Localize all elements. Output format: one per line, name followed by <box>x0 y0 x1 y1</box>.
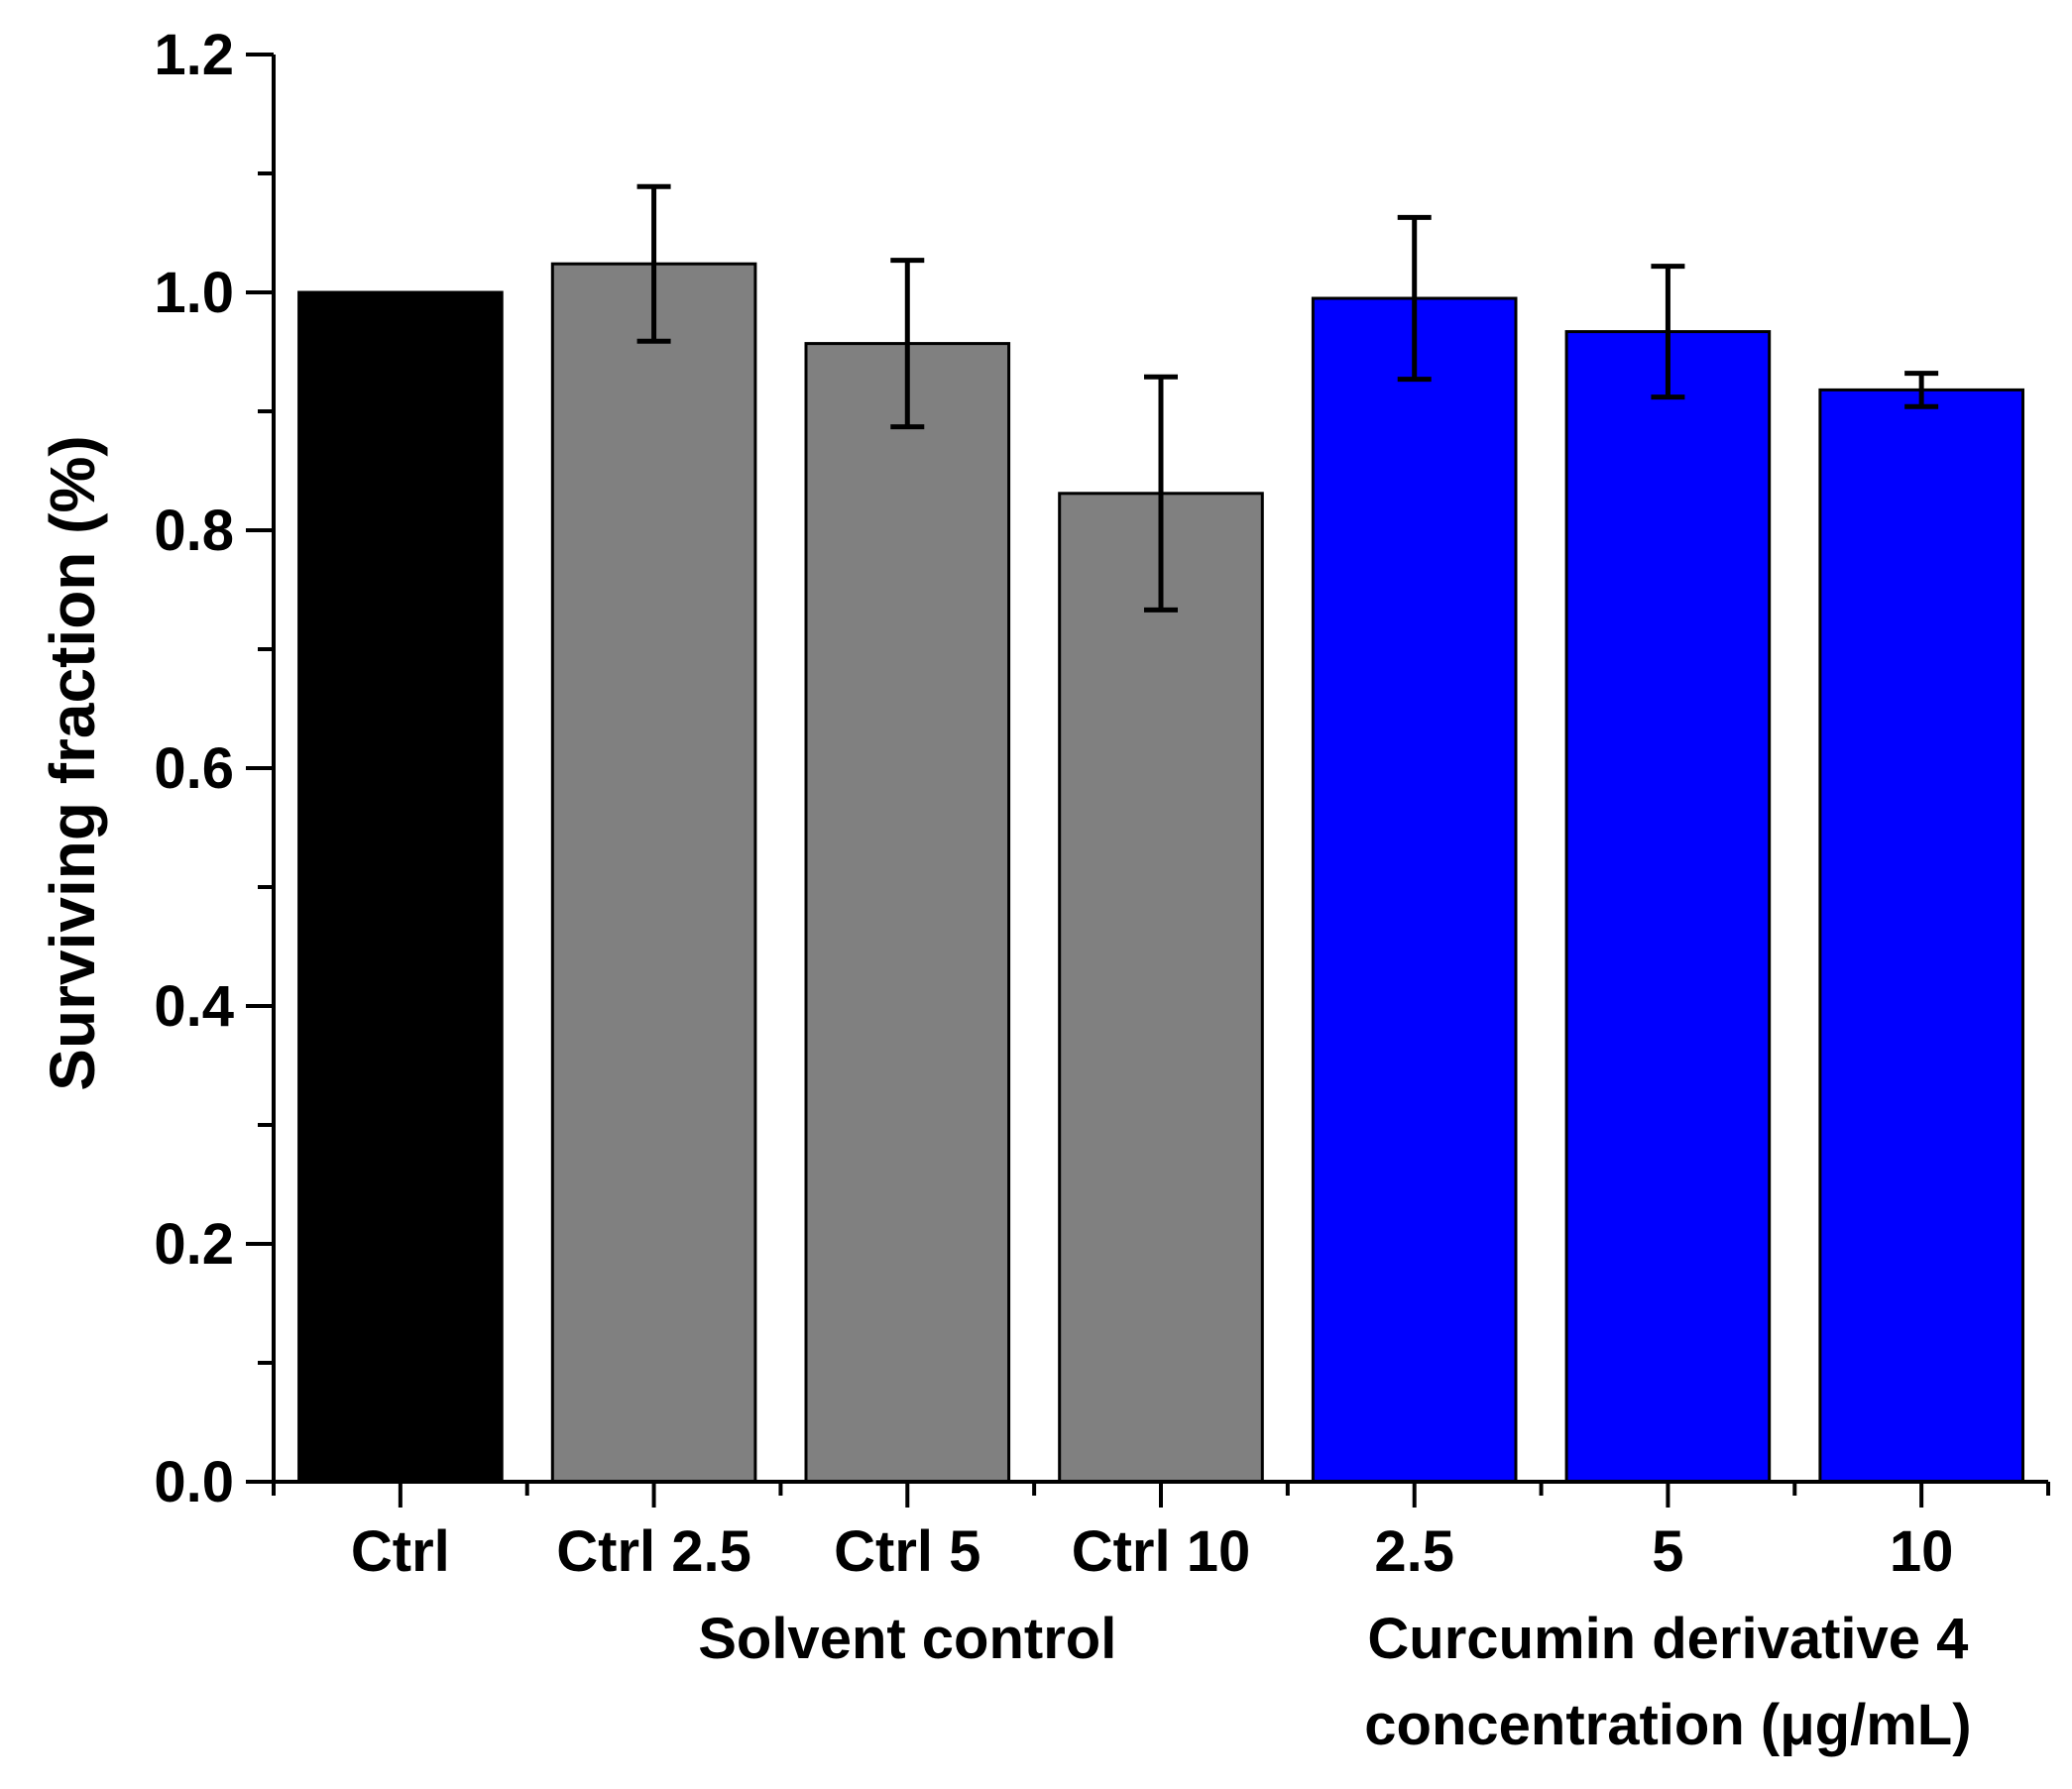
y-tick-label: 0.8 <box>154 499 234 563</box>
y-axis-title: Surviving fraction (%) <box>37 435 108 1090</box>
solvent-control-label: Solvent control <box>698 1607 1116 1671</box>
axes-layer <box>246 53 2050 1508</box>
curcumin-group-label-line2: concentration (μg/mL) <box>1364 1693 1971 1757</box>
bars-layer <box>297 262 2025 1484</box>
error-bar-2 <box>636 183 671 344</box>
x-category-label: 2.5 <box>1374 1519 1454 1584</box>
error-bars-layer <box>636 183 1939 613</box>
x-category-label: Ctrl 5 <box>834 1519 980 1584</box>
bar-2 <box>550 262 757 1484</box>
bar-5 <box>1311 296 1518 1484</box>
error-bar-4 <box>1144 374 1178 613</box>
x-category-label: Ctrl 2.5 <box>556 1519 751 1584</box>
bar-3 <box>804 342 1011 1484</box>
bar-1 <box>297 290 504 1484</box>
error-bar-5 <box>1397 214 1432 383</box>
error-bar-7 <box>1904 371 1939 409</box>
y-tick-label: 0.6 <box>154 736 234 801</box>
y-tick-label: 0.2 <box>154 1212 234 1277</box>
x-category-label: 10 <box>1890 1519 1954 1584</box>
x-category-label: Ctrl 10 <box>1072 1519 1251 1584</box>
y-tick-label: 0.0 <box>154 1450 234 1514</box>
labels-layer: 0.0 0.2 0.4 0.6 0.8 1.0 1.2 Ctrl Ctrl 2.5 Ctrl 5 C… <box>154 23 1971 1757</box>
error-bar-6 <box>1651 264 1685 400</box>
x-category-label: Ctrl <box>351 1519 450 1584</box>
bar-7 <box>1818 388 2025 1484</box>
error-bar-3 <box>890 258 925 430</box>
curcumin-group-label-line1: Curcumin derivative 4 <box>1367 1607 1968 1671</box>
x-category-label: 5 <box>1652 1519 1683 1584</box>
y-tick-label: 1.2 <box>154 23 234 87</box>
bar-6 <box>1564 330 1772 1484</box>
y-tick-label: 1.0 <box>154 261 234 325</box>
bar-4 <box>1058 492 1264 1484</box>
y-tick-label: 0.4 <box>154 974 234 1039</box>
